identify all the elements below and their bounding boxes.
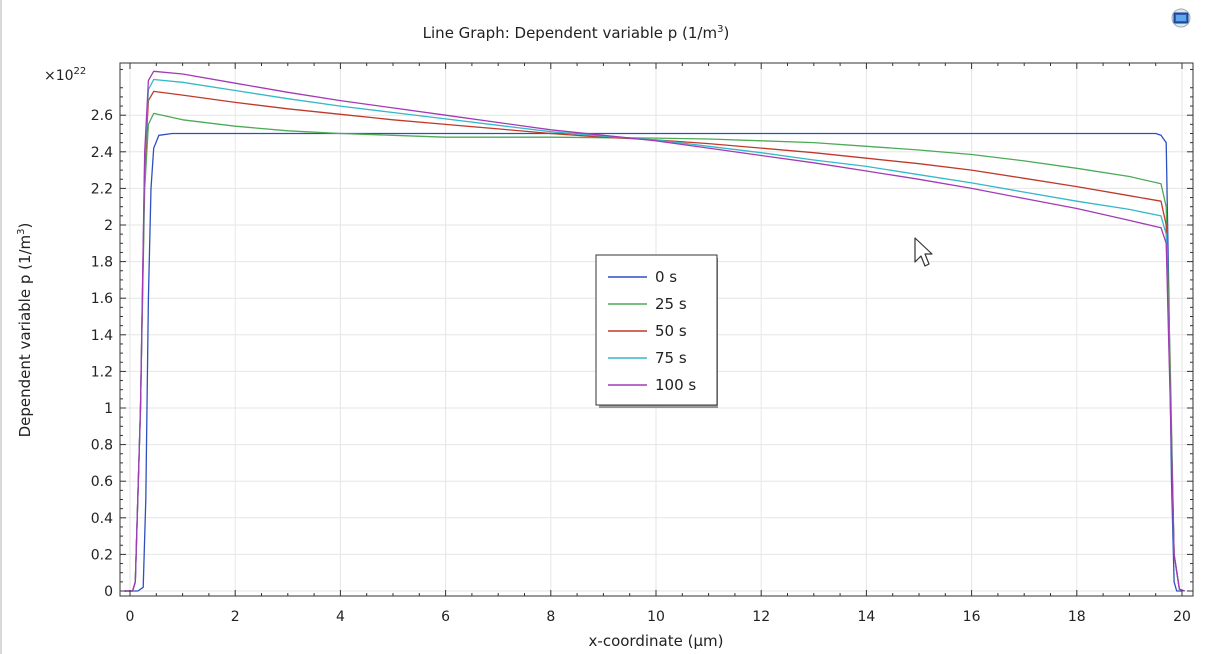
y-tick-label: 1.8 (91, 255, 113, 271)
mouse-pointer-icon (914, 237, 933, 267)
y-tick-label: 1.4 (91, 328, 113, 344)
legend-label: 25 s (655, 295, 687, 313)
x-tick-label: 0 (126, 609, 135, 625)
x-tick-label: 8 (546, 609, 555, 625)
x-tick-label: 6 (441, 609, 450, 625)
x-tick-label: 12 (752, 609, 770, 625)
y-tick-labels: 0 0.2 0.4 0.6 0.8 1 1.2 1.4 1.6 1.8 2 2.2 2.4 2.6 (91, 108, 113, 600)
x-tick-label: 18 (1068, 609, 1086, 625)
x-tick-label: 16 (963, 609, 981, 625)
x-tick-label: 14 (857, 609, 875, 625)
y-tick-label: 2.4 (91, 145, 113, 161)
y-tick-label: 1.6 (91, 291, 113, 307)
y-tick-label: 2.6 (91, 108, 113, 124)
y-tick-label: 0.8 (91, 438, 113, 454)
x-tick-label: 4 (336, 609, 345, 625)
legend-label: 75 s (655, 349, 687, 367)
x-tick-labels: 0 2 4 6 8 10 12 14 16 18 20 (126, 609, 1191, 625)
x-axis-label: x-coordinate (µm) (589, 632, 724, 650)
legend-label: 100 s (655, 376, 696, 394)
y-tick-label: 1.2 (91, 364, 113, 380)
y-axis-multiplier: ×1022 (44, 66, 86, 84)
y-tick-label: 2 (104, 218, 113, 234)
grid (120, 63, 1193, 596)
legend-label: 50 s (655, 322, 687, 340)
series-line (124, 70, 1185, 592)
series-line (124, 132, 1182, 592)
x-tick-label: 2 (231, 609, 240, 625)
axis-ticks (120, 63, 1193, 596)
y-tick-label: 0.4 (91, 511, 113, 527)
x-tick-label: 10 (647, 609, 665, 625)
y-tick-label: 1 (104, 401, 113, 417)
legend-label: 0 s (655, 268, 677, 286)
y-tick-label: 0 (104, 584, 113, 600)
image-export-icon[interactable] (1170, 8, 1192, 28)
y-tick-label: 0.6 (91, 474, 113, 490)
y-tick-label: 2.2 (91, 181, 113, 197)
x-tick-label: 20 (1173, 609, 1191, 625)
legend[interactable]: 0 s 25 s 50 s 75 s 100 s (595, 254, 718, 408)
series-lines (124, 70, 1185, 592)
y-tick-label: 0.2 (91, 547, 113, 563)
chart-title: Line Graph: Dependent variable p (1/m3) (423, 24, 730, 42)
y-axis-label: Dependent variable p (1/m3) (16, 223, 34, 438)
window-border (0, 0, 2, 654)
